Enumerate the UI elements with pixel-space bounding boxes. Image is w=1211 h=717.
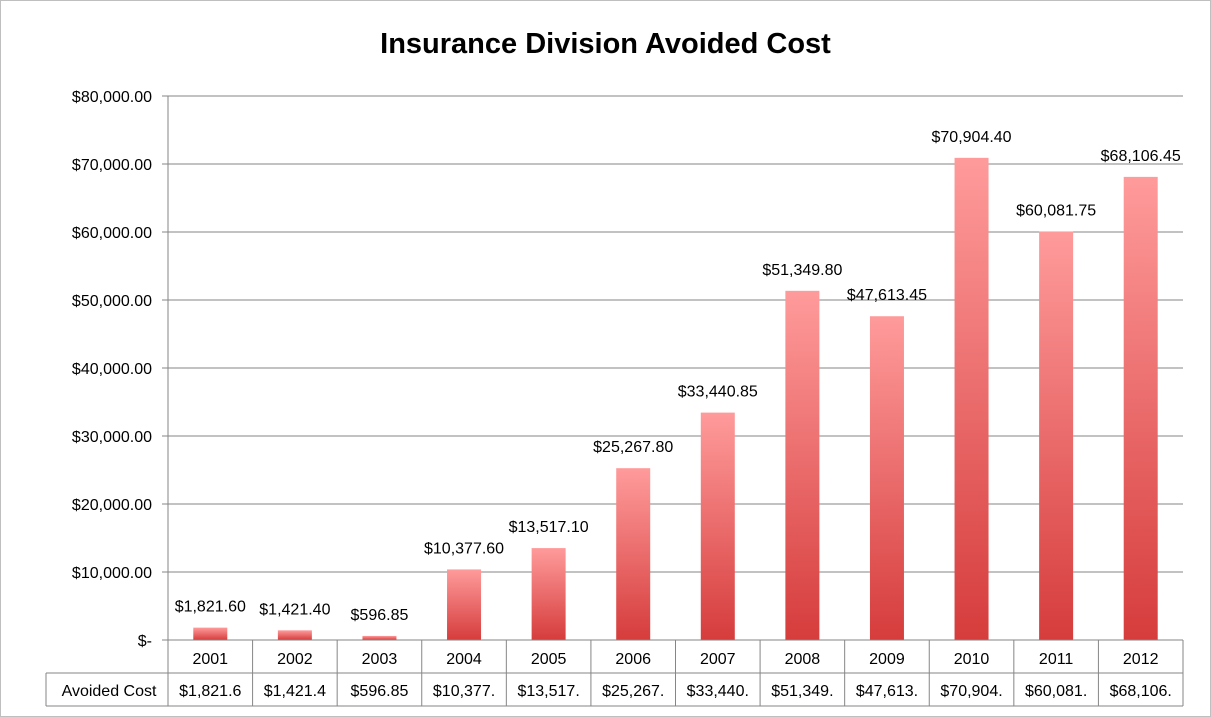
data-label: $51,349.80 [762,262,842,279]
data-label: $1,421.40 [259,601,330,618]
y-tick-label: $40,000.00 [72,361,152,378]
data-table: Avoided Cost 2001 $1,821.6 2002 $1,421.4 2003… [45,639,1184,707]
gridlines [162,95,1183,641]
bar [193,627,228,640]
data-label: $10,377.60 [424,540,504,557]
bars [193,157,1158,641]
y-tick-label: $60,000.00 [72,225,152,242]
x-tick-label: 2001 [192,651,228,668]
data-label: $1,821.60 [175,599,246,616]
bar [954,157,989,640]
table-cell: $51,349. [771,683,833,700]
bar [277,630,312,640]
data-label: $70,904.40 [932,129,1012,146]
x-tick-label: 2010 [954,651,990,668]
data-label: $60,081.75 [1016,202,1096,219]
table-row-header: Avoided Cost [62,683,157,700]
table-cell: $1,821.6 [179,683,241,700]
bar [447,569,482,640]
data-label: $13,517.10 [509,519,589,536]
data-labels: $1,821.60 $1,421.40 $596.85 $10,377.60 $13,5… [175,129,1181,624]
table-cell: $68,106. [1110,683,1172,700]
bar [700,412,735,640]
data-label: $47,613.45 [847,287,927,304]
chart-title: Insurance Division Avoided Cost [380,28,831,60]
bar [362,635,397,640]
table-cell: $13,517. [517,683,579,700]
y-tick-label: $- [138,633,152,650]
x-tick-label: 2002 [277,651,313,668]
y-tick-label: $80,000.00 [72,89,152,106]
table-cell: $10,377. [433,683,495,700]
x-tick-label: 2009 [869,651,905,668]
x-tick-label: 2008 [785,651,821,668]
data-label: $33,440.85 [678,384,758,401]
bar [1123,176,1158,640]
bar [531,548,566,640]
x-tick-label: 2003 [362,651,398,668]
table-cell: $60,081. [1025,683,1087,700]
x-tick-label: 2012 [1123,651,1159,668]
bar [1039,231,1074,641]
table-cell: $70,904. [940,683,1002,700]
table-cell: $25,267. [602,683,664,700]
data-label: $68,106.45 [1101,148,1181,165]
y-axis-ticks: $- $10,000.00 $20,000.00 $30,000.00 $40,000.… [72,89,152,650]
bar [785,290,820,640]
y-tick-label: $30,000.00 [72,429,152,446]
x-tick-label: 2004 [446,651,482,668]
table-cell: $596.85 [351,683,409,700]
x-tick-label: 2007 [700,651,736,668]
bar [616,468,651,640]
x-tick-label: 2006 [615,651,651,668]
x-tick-label: 2011 [1039,651,1074,668]
data-label: $25,267.80 [593,439,673,456]
y-tick-label: $50,000.00 [72,293,152,310]
y-tick-label: $70,000.00 [72,157,152,174]
y-tick-label: $20,000.00 [72,497,152,514]
table-cell: $33,440. [687,683,749,700]
table-cell: $47,613. [856,683,918,700]
x-tick-label: 2005 [531,651,567,668]
y-tick-label: $10,000.00 [72,565,152,582]
data-label: $596.85 [351,607,409,624]
bar [869,316,904,640]
table-cell: $1,421.4 [264,683,326,700]
